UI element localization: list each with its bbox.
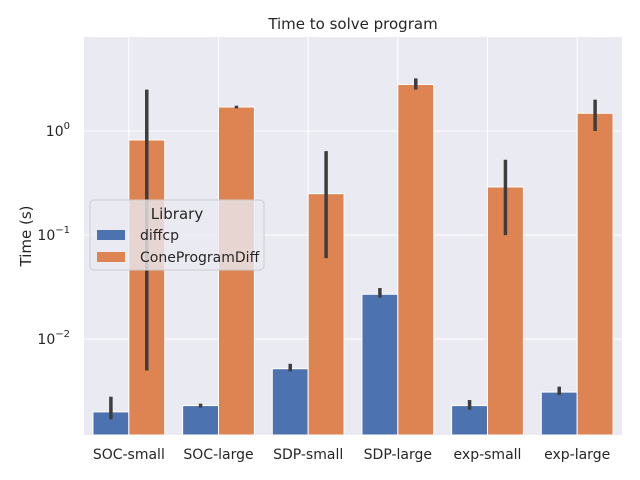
legend-label-diffcp: diffcp	[140, 228, 179, 244]
legend-box	[89, 199, 265, 271]
y-tick-label: 10−1	[37, 225, 70, 244]
x-tick-label: SOC-small	[93, 447, 165, 463]
bar-diffcp-exp-small	[451, 405, 488, 436]
y-axis-label: Time (s)	[17, 206, 35, 268]
bar-diffcp-soc-large	[182, 405, 219, 436]
legend-title: Library	[151, 205, 204, 223]
x-tick-label: exp-large	[544, 447, 610, 463]
legend-swatch-diffcp	[97, 230, 125, 240]
bar-diffcp-sdp-small	[271, 368, 309, 436]
bar-coneprogramdiff-exp-large	[576, 112, 614, 436]
legend-swatch-coneprogramdiff	[97, 252, 125, 262]
x-tick-label: SDP-small	[273, 447, 343, 463]
bar-coneprogramdiff-sdp-large	[397, 83, 435, 436]
y-tick-labels: 10−2 10−1 100	[37, 121, 70, 348]
y-tick-label: 10−2	[37, 329, 70, 348]
x-tick-label: SOC-large	[183, 447, 253, 463]
legend: Library diffcp ConeProgramDiff	[89, 199, 265, 271]
x-tick-labels: SOC-small SOC-large SDP-small SDP-large exp-…	[93, 447, 610, 463]
bar-diffcp-sdp-large	[361, 293, 399, 436]
chart-title: Time to solve program	[267, 15, 437, 33]
y-tick-label: 100	[46, 121, 70, 140]
bar-diffcp-exp-large	[540, 391, 578, 436]
legend-label-coneprogramdiff: ConeProgramDiff	[140, 250, 260, 266]
x-tick-label: exp-small	[454, 447, 522, 463]
x-tick-label: SDP-large	[364, 447, 432, 463]
bar-coneprogramdiff-soc-large	[218, 106, 255, 436]
